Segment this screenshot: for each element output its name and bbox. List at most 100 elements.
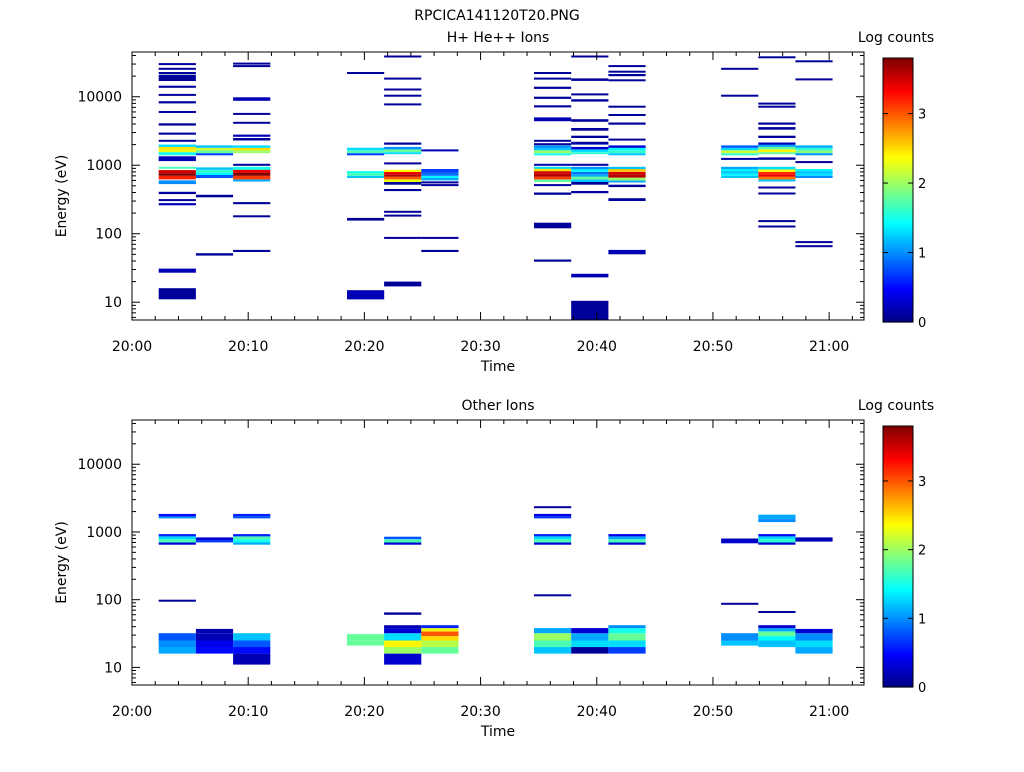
colorbar-segment [883,608,913,612]
colorbar-segment [883,449,913,453]
colorbar-segment [883,315,913,319]
colorbar-segment [883,66,913,70]
colorbar-segment [883,515,913,518]
y-tick-label: 10000 [77,457,122,473]
colorbar-segment [883,667,913,671]
heatmap-cell [571,152,609,155]
heatmap-cell [571,99,609,102]
colorbar-segment [883,523,913,527]
heatmap-cell [384,103,422,106]
colorbar-segment [883,567,913,571]
heatmap-cell [158,640,196,648]
colorbar-segment [883,593,913,597]
heatmap-cell [421,625,459,629]
colorbar-segment [883,430,913,434]
colorbar-segment [883,209,913,213]
heatmap-cell [758,636,796,641]
colorbar-segment [883,77,913,81]
heatmap-cell [347,640,385,646]
heatmap-cell [534,640,572,648]
heatmap-cell [347,153,385,156]
colorbar-segment [883,445,913,449]
colorbar-segment [883,113,913,116]
colorbar-segment [883,106,913,110]
colorbar-segment [883,482,913,486]
colorbar-segment [883,606,913,610]
colorbar-segment [883,256,913,259]
heatmap-cell [758,127,796,130]
heatmap-cell [758,176,796,180]
heatmap-cell [233,134,271,137]
heatmap-cell [233,536,271,540]
colorbar-segment [883,462,913,466]
heatmap-cell [571,78,609,81]
heatmap-cell [195,640,234,648]
colorbar-segment [883,530,913,534]
heatmap-cell [758,542,796,545]
colorbar-segment [883,104,913,107]
heatmap-cell [158,139,196,142]
colorbar-segment [883,269,913,272]
heatmap-cell [233,163,271,166]
heatmap-cell [233,65,271,68]
heatmap-cell [158,67,196,70]
colorbar-segment [883,91,913,94]
colorbar-segment [883,174,913,178]
heatmap-cell [571,182,609,185]
heatmap-cell [608,114,646,116]
heatmap-cell [158,146,196,150]
colorbar-segment [883,84,913,88]
heatmap-cell [233,539,271,543]
heatmap-cell [158,166,196,169]
colorbar-segment [883,121,913,125]
heatmap-cell [721,169,759,172]
heatmap-cell [233,147,271,151]
heatmap-cells [158,506,833,665]
x-tick-label: 20:30 [460,339,500,355]
colorbar-segment [883,473,913,477]
heatmap-cell [233,112,271,115]
colorbar-segment [883,93,913,96]
heatmap-cell [158,203,196,206]
heatmap-cell [384,146,422,150]
heatmap-cell [758,152,796,155]
colorbar-segment [883,604,913,608]
heatmap-cell [233,647,271,654]
x-tick-label: 21:00 [809,339,849,355]
heatmap-cell [195,150,234,154]
heatmap-cell [721,633,759,641]
x-tick-label: 20:40 [577,339,617,355]
heatmap-cell [384,281,422,287]
heatmap-cell [608,640,646,648]
heatmap-cell [608,536,646,540]
colorbar-segment [883,95,913,99]
x-ticks: 20:00 20:10 20:20 20:30 20:40 20:50 21:00 [112,52,853,355]
x-tick-label: 20:50 [693,704,733,720]
heatmap-cell [758,179,796,182]
heatmap-cell [795,647,833,654]
heatmap-cell [233,249,271,252]
colorbar-segment [883,619,913,623]
colorbar-tick-label: 1 [918,247,926,262]
heatmap-cell [758,102,796,105]
colorbar-segment [883,623,913,627]
y-tick-label: 1000 [86,158,122,174]
heatmap-cell [233,534,271,537]
heatmap-cell [571,141,609,145]
colorbar-segment [883,652,913,655]
heatmap-cell [421,169,459,173]
heatmap-cell [795,78,833,81]
heatmap-cell [758,514,796,520]
heatmap-cell [571,166,609,170]
colorbar-segment [883,486,913,490]
heatmap-cell [384,633,422,641]
colorbar-segment [883,547,913,551]
heatmap-cell [534,168,572,172]
colorbar: 0 1 2 3 Log counts [858,30,934,331]
colorbar-segment [883,311,913,314]
y-ticks: 10 100 1000 10000 [77,55,864,318]
colorbar-segment [883,493,913,497]
heatmap-cell [195,167,234,170]
heatmap-cell [758,186,796,189]
colorbar-segment [883,247,913,250]
